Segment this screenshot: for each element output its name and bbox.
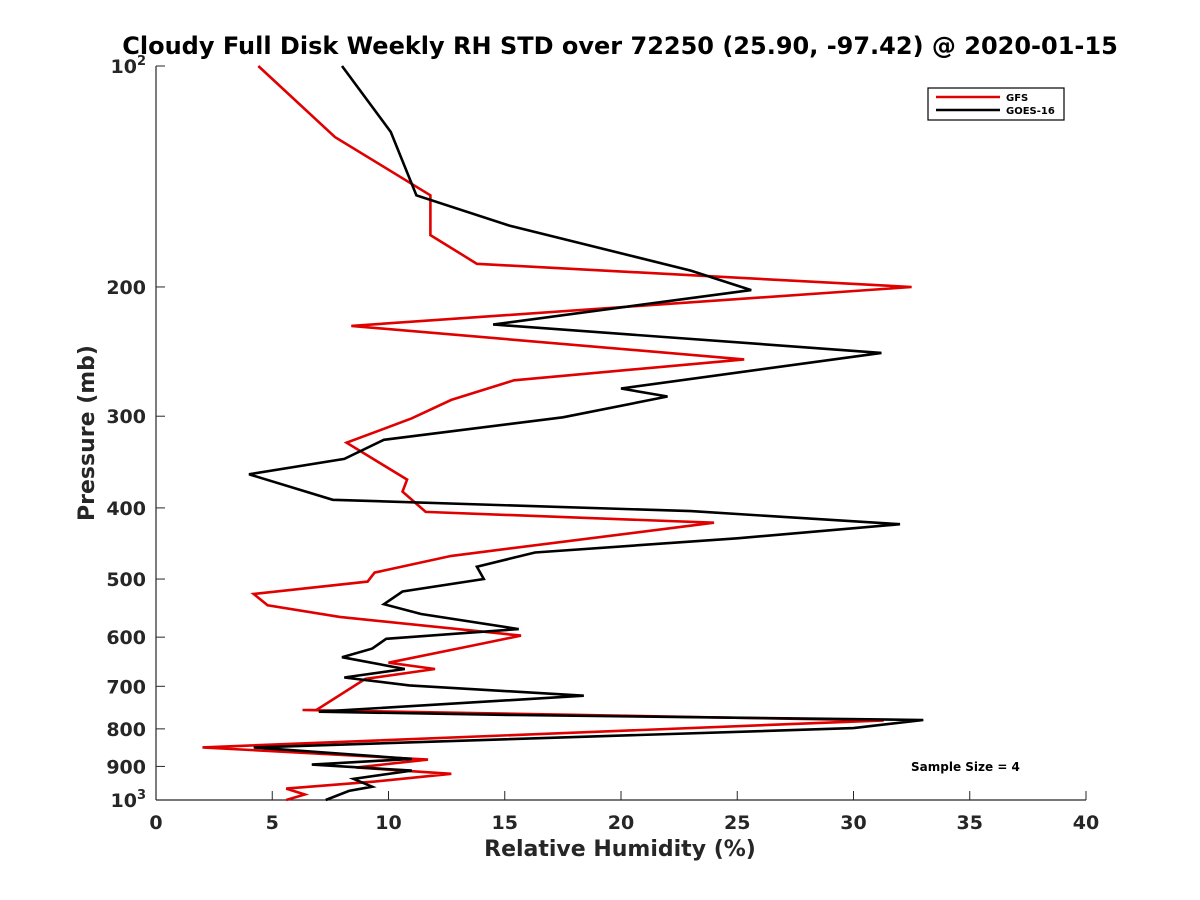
y-tick-label: 900 <box>106 756 146 778</box>
x-axis-ticks: 0 5 10 15 20 25 30 35 40 <box>149 791 1099 834</box>
legend: GFS GOES-16 <box>927 87 1065 121</box>
y-tick-label: 700 <box>106 676 146 698</box>
y-tick-label: 800 <box>106 719 146 741</box>
x-tick-label: 10 <box>375 812 401 834</box>
y-tick-label: 500 <box>106 569 146 591</box>
y-axis-label: Pressure (mb) <box>75 345 100 521</box>
x-tick-label: 40 <box>1073 812 1099 834</box>
legend-label-gfs: GFS <box>1006 93 1028 104</box>
y-tick-label: 200 <box>106 277 146 299</box>
y-tick-label: 400 <box>106 498 146 520</box>
chart-title: Cloudy Full Disk Weekly RH STD over 7225… <box>122 32 1118 60</box>
x-axis-label: Relative Humidity (%) <box>484 837 756 862</box>
legend-label-goes-16: GOES-16 <box>1006 106 1055 117</box>
x-tick-label: 15 <box>492 812 518 834</box>
y-axis-ticks: 102 200 300 400 500 600 700 800 900 103 <box>106 54 165 812</box>
series-lines <box>202 65 924 802</box>
series-line-goes-16 <box>248 65 924 802</box>
x-tick-label: 5 <box>266 812 279 834</box>
sample-size-annotation: Sample Size = 4 <box>911 760 1020 774</box>
y-tick-label: 300 <box>106 406 146 428</box>
y-tick-label: 102 <box>111 54 147 78</box>
x-tick-label: 0 <box>149 812 162 834</box>
series-line-gfs <box>202 65 912 802</box>
y-tick-label: 600 <box>106 627 146 649</box>
x-tick-label: 20 <box>608 812 634 834</box>
legend-box <box>927 87 1065 121</box>
y-tick-label: 103 <box>111 788 147 812</box>
plot-axes <box>155 66 1086 801</box>
x-tick-label: 35 <box>957 812 983 834</box>
x-tick-label: 25 <box>724 812 750 834</box>
x-tick-label: 30 <box>840 812 866 834</box>
